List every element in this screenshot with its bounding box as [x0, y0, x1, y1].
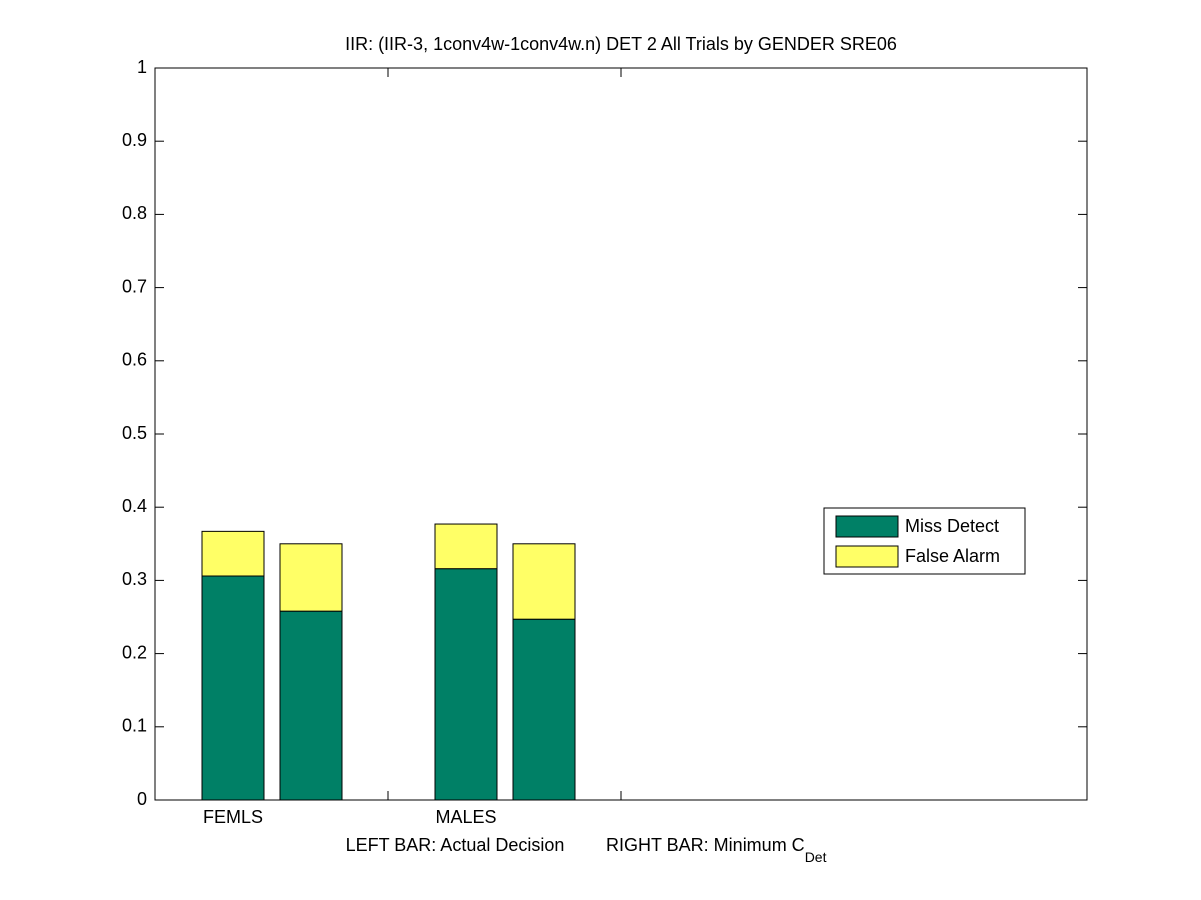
y-tick-label: 0.6: [122, 350, 147, 370]
y-tick-label: 0.4: [122, 496, 147, 516]
bar-segment: [512, 618, 576, 801]
x-axis-label: LEFT BAR: Actual Decision: [346, 835, 565, 855]
y-tick-label: 0.5: [122, 423, 147, 443]
legend-swatch: [835, 545, 899, 568]
bar-segment: [434, 568, 498, 801]
x-axis-label-subscript: Det: [805, 849, 827, 865]
y-tick-label: 0.3: [122, 569, 147, 589]
legend-label: False Alarm: [905, 546, 1000, 566]
y-tick-label: 0.9: [122, 130, 147, 150]
axes-box: [154, 67, 1088, 801]
bar-segment: [201, 530, 265, 577]
y-tick-label: 0.7: [122, 276, 147, 296]
bar-segment: [201, 575, 265, 801]
bar-segment: [434, 523, 498, 570]
x-axis-label: RIGHT BAR: Minimum CDet: [606, 835, 827, 865]
x-axis-label-main: RIGHT BAR: Minimum C: [606, 835, 805, 855]
bar-segment: [512, 543, 576, 620]
y-tick-label: 1: [137, 57, 147, 77]
y-tick-label: 0.1: [122, 716, 147, 736]
y-tick-label: 0.2: [122, 642, 147, 662]
legend: Miss Detect False Alarm: [823, 507, 1026, 575]
x-tick-label: FEMLS: [203, 807, 263, 827]
y-tick-label: 0: [137, 789, 147, 809]
x-tick-label: MALES: [435, 807, 496, 827]
legend-swatch: [835, 515, 899, 538]
bar-segment: [279, 543, 343, 612]
legend-label: Miss Detect: [905, 516, 999, 536]
chart-title: IIR: (IIR-3, 1conv4w-1conv4w.n) DET 2 Al…: [345, 34, 897, 54]
bar-segment: [279, 610, 343, 801]
y-tick-label: 0.8: [122, 203, 147, 223]
